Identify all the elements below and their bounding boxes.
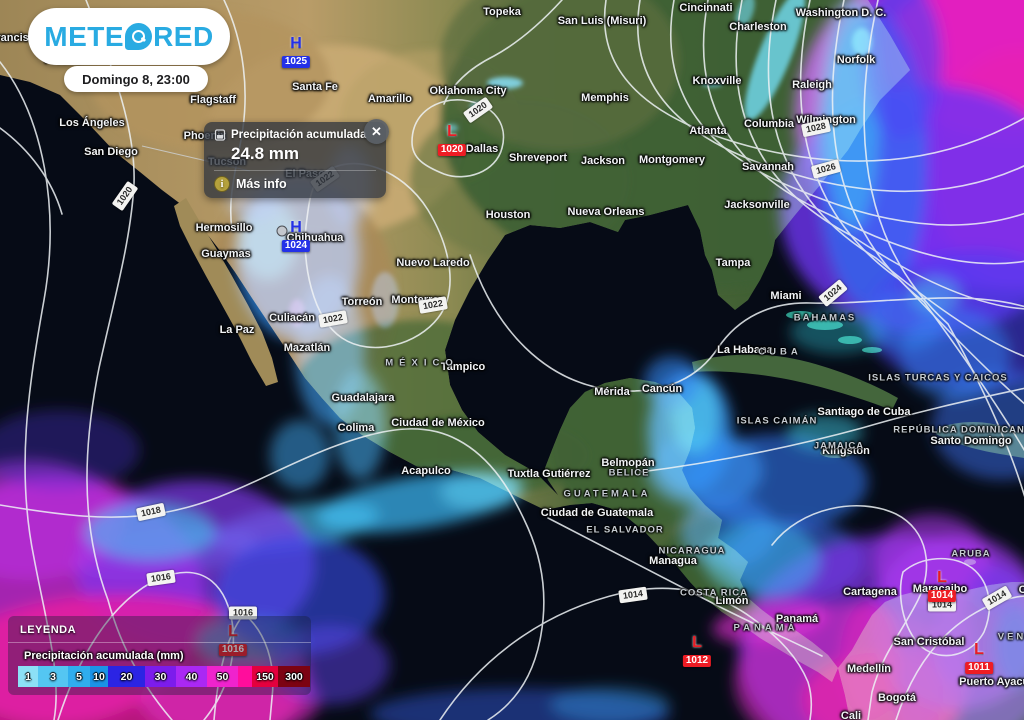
legend-segment (238, 666, 252, 687)
legend-divider (8, 642, 311, 643)
tooltip-value: 24.8 mm (231, 144, 300, 163)
map-tooltip: Precipitación acumulada 24.8 mm i Más in… (204, 122, 386, 198)
tooltip-title: Precipitación acumulada (231, 129, 367, 141)
brand-pre: METE (44, 20, 125, 52)
legend-title: LEYENDA (20, 624, 77, 636)
tooltip-close-button[interactable]: ✕ (364, 119, 389, 144)
timestamp-pill: Domingo 8, 23:00 (64, 66, 208, 92)
legend-segment: 40 (176, 666, 207, 687)
legend-segment: 300 (278, 666, 310, 687)
legend-segment: 30 (145, 666, 176, 687)
info-icon: i (214, 176, 230, 192)
brand-logo: METE RED (28, 8, 230, 65)
location-pin (276, 225, 288, 237)
legend-segment: 20 (108, 666, 145, 687)
legend-subtitle: Precipitación acumulada (mm) (24, 650, 184, 662)
meteored-bubble-icon (125, 23, 153, 50)
more-info-link[interactable]: i Más info (214, 176, 376, 192)
legend-segment: 50 (207, 666, 238, 687)
brand-post: RED (153, 20, 214, 52)
tooltip-divider (214, 170, 376, 171)
brand-text: METE RED (44, 21, 213, 53)
legend-segment: 150 (252, 666, 278, 687)
legend-segment: 1 (18, 666, 38, 687)
legend-segment: 10 (90, 666, 108, 687)
precipitation-gauge-icon (214, 129, 226, 141)
legend-segment: 5 (68, 666, 90, 687)
legend-segment: 3 (38, 666, 68, 687)
more-info-label: Más info (236, 177, 287, 191)
legend-color-scale: 1 3 5 10 20 30 40 50 150 300 (18, 666, 310, 687)
timestamp-text: Domingo 8, 23:00 (82, 71, 190, 87)
